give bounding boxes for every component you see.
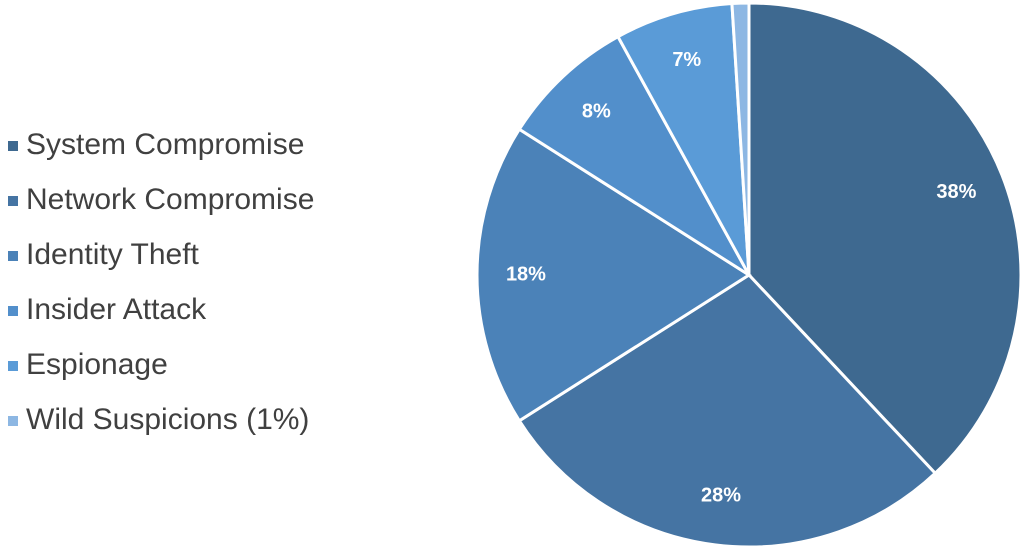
pie-slice [475,127,752,423]
pie-slice [517,273,938,549]
legend-text: Insider Attack [26,293,207,326]
legend-swatch [8,196,18,206]
legend-swatch [8,251,18,261]
legend-swatch [8,416,18,426]
pie-slice [747,1,1023,476]
legend-text: Network Compromise [26,183,314,216]
value-label: 18% [506,263,546,285]
pie-slice [615,1,751,276]
legend-text: Identity Theft [26,238,200,271]
value-label: 38% [936,181,976,203]
pie-slice [517,34,751,277]
legend-swatch [8,141,18,151]
value-label: 7% [672,49,701,71]
legend-text: Espionage [26,348,168,381]
pie-slice [730,1,751,276]
value-label: 8% [582,101,611,123]
value-label: 28% [701,485,741,507]
legend-text: System Compromise [26,128,304,161]
legend-text: Wild Suspicions (1%) [26,403,309,436]
legend-swatch [8,306,18,316]
legend-swatch [8,361,18,371]
